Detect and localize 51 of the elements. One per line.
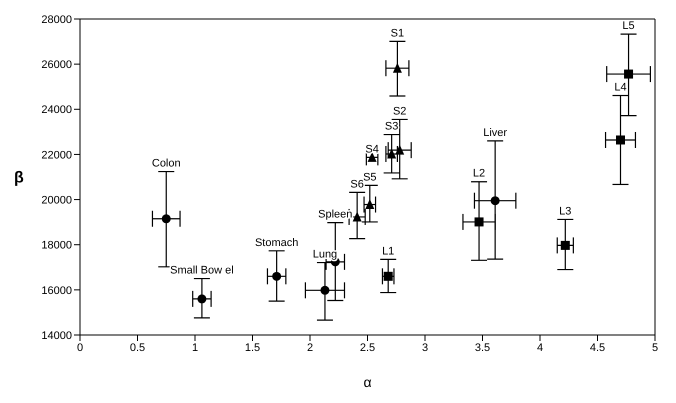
y-tick-label: 14000: [41, 330, 72, 342]
point: [384, 272, 393, 281]
x-tick-label: 1.5: [244, 342, 260, 354]
annotation: Colon: [152, 158, 181, 170]
x-tick-label: 5: [652, 342, 658, 354]
annotation: S2: [392, 105, 406, 118]
y-tick-label: 18000: [41, 240, 72, 252]
point: [616, 135, 625, 144]
x-tick-label: 4.5: [590, 342, 606, 354]
point: [352, 211, 362, 222]
point: [560, 240, 570, 250]
annotation: L5: [622, 20, 635, 32]
annotation: S4: [365, 143, 379, 156]
y-tick-label: 28000: [41, 14, 72, 26]
y-tick-label: 16000: [41, 284, 72, 297]
x-axis-title: α: [363, 374, 372, 390]
point: [490, 196, 500, 206]
point: [365, 199, 374, 210]
point: [392, 62, 402, 73]
annotation: S6: [350, 178, 364, 190]
annotation: S3: [384, 120, 398, 133]
annotation: L3: [559, 205, 572, 218]
point: [395, 144, 404, 155]
annotation: Liver: [483, 126, 508, 139]
x-tick-label: 2: [306, 342, 314, 354]
x-tick-label: 2.5: [360, 342, 376, 354]
x-tick-label: 1: [192, 342, 198, 354]
y-axis-title: β: [14, 170, 24, 187]
x-tick-label: 0: [76, 342, 84, 354]
point: [320, 286, 330, 295]
annotation: L4: [614, 82, 627, 94]
point: [474, 217, 484, 226]
annotation: Stomach: [254, 236, 298, 249]
y-tick-label: 26000: [41, 59, 72, 72]
point: [387, 148, 396, 158]
annotation: Small Bow el: [170, 264, 234, 277]
y-tick-label: 24000: [41, 104, 72, 116]
x-tick-label: 3.5: [474, 342, 490, 354]
x-tick-label: 3: [422, 342, 428, 354]
annotation: L2: [472, 168, 486, 180]
y-tick-label: 20000: [41, 194, 72, 206]
annotation: L1: [382, 245, 394, 258]
annotation: S5: [363, 171, 377, 184]
point: [197, 294, 206, 304]
annotation: S1: [390, 27, 404, 40]
x-tick-label: 0.5: [130, 342, 146, 354]
x-tick-label: 4: [536, 342, 544, 354]
point: [272, 272, 282, 281]
point: [162, 214, 171, 224]
point: [624, 70, 634, 79]
y-tick-label: 22000: [41, 149, 72, 162]
